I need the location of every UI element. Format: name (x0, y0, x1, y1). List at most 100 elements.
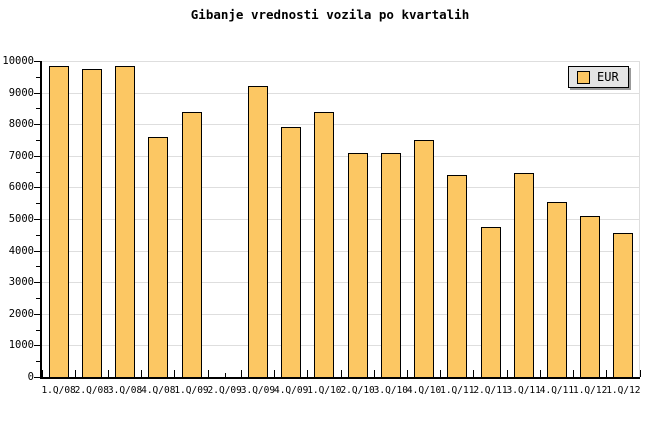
gridline (42, 187, 640, 189)
x-boundary-tick (606, 370, 608, 377)
y-major-tick (34, 187, 40, 189)
x-boundary-tick (141, 370, 143, 377)
y-tick-label: 8000 (8, 118, 34, 131)
x-boundary-tick (274, 370, 276, 377)
legend-swatch-icon (577, 70, 590, 84)
x-tick-label: 3.Q/10 (373, 385, 408, 396)
x-boundary-tick (639, 370, 641, 377)
x-tick-label: 4.Q/08 (141, 385, 176, 396)
bar-11 (414, 140, 435, 377)
gridline (42, 282, 640, 284)
legend-label: EUR (597, 70, 619, 84)
y-tick-label: 4000 (8, 244, 34, 257)
y-minor-tick (36, 361, 40, 363)
x-tick-label: 3.Q/08 (107, 385, 143, 396)
bar-12 (447, 174, 468, 377)
gridline (42, 219, 640, 220)
y-tick-label: 7000 (8, 149, 34, 162)
x-tick-label: 1.Q/11 (440, 385, 475, 396)
bar-0 (48, 65, 69, 377)
x-boundary-tick (373, 370, 375, 377)
x-center-tick (224, 373, 226, 377)
bar-13 (480, 226, 501, 377)
x-boundary-tick (174, 370, 176, 377)
x-boundary-tick (406, 370, 408, 377)
x-tick-label: 1.Q/12 (606, 385, 641, 396)
y-tick-label: 10000 (2, 55, 34, 67)
chart-title: Gibanje vrednosti vozila po kvartalih (190, 7, 470, 22)
gridline (42, 345, 640, 347)
x-tick-label: 2.Q/10 (340, 385, 375, 396)
bar-1 (81, 68, 102, 377)
bar-17 (613, 233, 634, 377)
y-minor-tick (36, 171, 40, 173)
bar-2 (115, 65, 136, 377)
x-boundary-tick (107, 370, 109, 377)
y-tick-label: 0 (27, 371, 34, 383)
x-tick-label: 4.Q/10 (406, 385, 442, 396)
y-tick-label: 2000 (8, 307, 34, 320)
gridline (42, 124, 640, 126)
x-tick-label: 4.Q/09 (273, 385, 309, 396)
x-tick-label: 3.Q/11 (506, 385, 541, 396)
x-boundary-tick (240, 370, 242, 377)
x-tick-label: 1.Q/10 (307, 385, 342, 396)
legend: EUR (568, 66, 629, 88)
y-minor-tick (36, 298, 40, 299)
plot-area: 0 1000 2000 3000 4000 5000 6000 7000 8000 9000 100… (2, 55, 641, 396)
plot-right-border (639, 61, 640, 377)
x-tick-label: 1.Q/12 (572, 385, 608, 396)
x-tick-label: 2.Q/08 (74, 385, 109, 396)
x-boundary-tick (506, 370, 508, 377)
bar-4 (181, 111, 202, 377)
gridline (42, 92, 640, 94)
x-tick-label: 4.Q/11 (539, 385, 575, 396)
bar-7 (281, 127, 302, 377)
y-major-tick (34, 313, 40, 315)
bar-8 (314, 111, 335, 377)
y-tick-label: 5000 (8, 213, 34, 225)
y-major-tick (34, 92, 40, 94)
gridline (42, 313, 640, 315)
y-minor-tick (36, 140, 40, 141)
x-tick-label: 1.Q/09 (174, 385, 209, 396)
y-major-tick (34, 124, 40, 126)
x-boundary-tick (573, 370, 575, 377)
gridline (42, 155, 640, 157)
x-boundary-tick (74, 370, 76, 377)
y-minor-tick (36, 329, 40, 331)
y-major-tick (34, 377, 40, 378)
y-minor-tick (36, 76, 40, 78)
x-boundary-tick (440, 370, 442, 377)
y-tick-label: 6000 (8, 181, 34, 194)
bar-16 (580, 215, 601, 377)
y-major-tick (34, 155, 40, 157)
y-tick-label: 1000 (8, 339, 34, 352)
y-major-tick (34, 250, 40, 252)
x-tick-label: 2.Q/09 (207, 385, 242, 396)
y-major-tick (34, 282, 40, 284)
y-minor-tick (36, 234, 40, 236)
bar-15 (546, 201, 567, 377)
x-boundary-tick (340, 370, 342, 377)
y-tick-label: 3000 (8, 276, 34, 289)
x-boundary-tick (207, 370, 209, 377)
bar-6 (247, 86, 268, 377)
bar-10 (380, 152, 401, 377)
y-minor-tick (36, 203, 40, 205)
x-tick-label: 2.Q/11 (473, 385, 508, 396)
x-boundary-tick (473, 370, 475, 377)
y-major-tick (34, 61, 40, 62)
y-major-tick (34, 345, 40, 347)
gridline (42, 61, 640, 62)
x-boundary-tick (307, 370, 309, 377)
y-minor-tick (36, 266, 40, 268)
x-tick-label: 3.Q/09 (240, 385, 276, 396)
y-major-tick (34, 219, 40, 220)
gridline (42, 250, 640, 252)
bar-3 (148, 136, 169, 377)
x-boundary-tick (539, 370, 541, 377)
y-minor-tick (36, 108, 40, 110)
bar-14 (513, 173, 534, 377)
